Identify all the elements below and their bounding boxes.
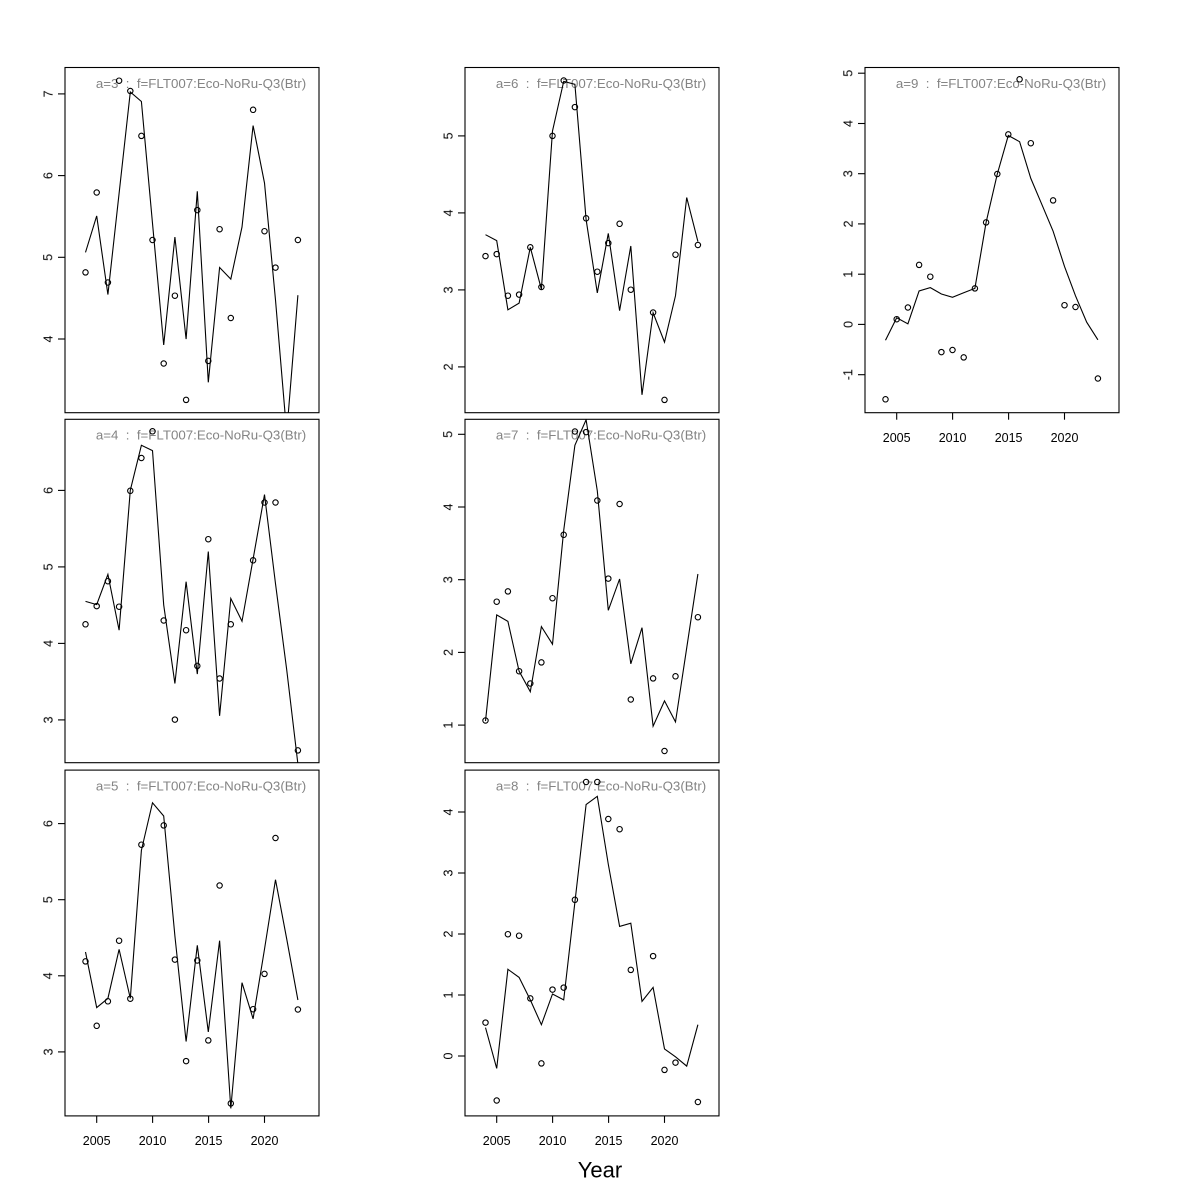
svg-text:4: 4 <box>841 120 855 127</box>
svg-text:1: 1 <box>841 271 855 278</box>
svg-text:7: 7 <box>41 90 55 97</box>
svg-text:2015: 2015 <box>995 431 1023 445</box>
svg-text:5: 5 <box>841 70 855 77</box>
svg-text:2: 2 <box>441 649 455 656</box>
svg-text:4: 4 <box>441 808 455 815</box>
svg-text:Year: Year <box>578 1158 622 1183</box>
svg-text:2: 2 <box>441 930 455 937</box>
svg-text:6: 6 <box>41 487 55 494</box>
svg-text:5: 5 <box>41 896 55 903</box>
svg-text:4: 4 <box>41 640 55 647</box>
svg-text:5: 5 <box>41 563 55 570</box>
svg-text:a=9 : f=FLT007:Eco-NoRu-Q3(B: a=9 : f=FLT007:Eco-NoRu-Q3(Btr) <box>896 76 1106 91</box>
svg-text:1: 1 <box>441 991 455 998</box>
svg-text:5: 5 <box>41 254 55 261</box>
svg-text:2005: 2005 <box>83 1134 111 1148</box>
svg-text:-1: -1 <box>841 369 855 380</box>
svg-text:2015: 2015 <box>595 1134 623 1148</box>
svg-text:a=6 : f=FLT007:Eco-NoRu-Q3(B: a=6 : f=FLT007:Eco-NoRu-Q3(Btr) <box>496 76 706 91</box>
svg-text:0: 0 <box>841 321 855 328</box>
svg-text:3: 3 <box>841 170 855 177</box>
svg-text:6: 6 <box>41 172 55 179</box>
svg-text:4: 4 <box>441 503 455 510</box>
svg-text:3: 3 <box>441 286 455 293</box>
svg-text:5: 5 <box>441 431 455 438</box>
svg-text:2010: 2010 <box>939 431 967 445</box>
svg-text:4: 4 <box>441 209 455 216</box>
svg-text:2005: 2005 <box>483 1134 511 1148</box>
svg-text:2010: 2010 <box>539 1134 567 1148</box>
svg-text:2020: 2020 <box>1051 431 1079 445</box>
svg-text:5: 5 <box>441 132 455 139</box>
svg-text:2020: 2020 <box>251 1134 279 1148</box>
svg-text:4: 4 <box>41 335 55 342</box>
svg-text:2020: 2020 <box>651 1134 679 1148</box>
svg-text:1: 1 <box>441 722 455 729</box>
svg-text:3: 3 <box>441 576 455 583</box>
svg-text:2: 2 <box>841 220 855 227</box>
svg-text:3: 3 <box>41 1048 55 1055</box>
svg-text:6: 6 <box>41 820 55 827</box>
svg-text:3: 3 <box>441 869 455 876</box>
svg-text:2005: 2005 <box>883 431 911 445</box>
svg-text:a=3 : f=FLT007:Eco-NoRu-Q3(B: a=3 : f=FLT007:Eco-NoRu-Q3(Btr) <box>96 76 306 91</box>
svg-text:a=8 : f=FLT007:Eco-NoRu-Q3(B: a=8 : f=FLT007:Eco-NoRu-Q3(Btr) <box>496 778 706 793</box>
svg-text:2: 2 <box>441 363 455 370</box>
svg-text:a=5 : f=FLT007:Eco-NoRu-Q3(B: a=5 : f=FLT007:Eco-NoRu-Q3(Btr) <box>96 778 306 793</box>
svg-text:0: 0 <box>441 1052 455 1059</box>
svg-text:2015: 2015 <box>195 1134 223 1148</box>
svg-text:2010: 2010 <box>139 1134 167 1148</box>
svg-text:a=4 : f=FLT007:Eco-NoRu-Q3(B: a=4 : f=FLT007:Eco-NoRu-Q3(Btr) <box>96 428 306 443</box>
svg-text:3: 3 <box>41 716 55 723</box>
svg-text:a=7 : f=FLT007:Eco-NoRu-Q3(B: a=7 : f=FLT007:Eco-NoRu-Q3(Btr) <box>496 428 706 443</box>
svg-text:4: 4 <box>41 972 55 979</box>
